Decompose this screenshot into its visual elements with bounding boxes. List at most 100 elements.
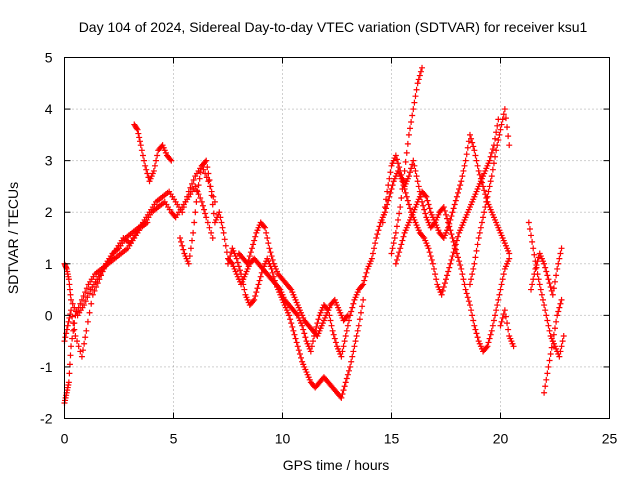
data-point [474, 334, 481, 341]
data-point [540, 296, 547, 303]
x-tick-label: 25 [602, 431, 618, 447]
data-point [257, 273, 264, 280]
data-point [263, 229, 270, 236]
data-point [531, 251, 538, 258]
data-point [217, 214, 224, 221]
data-point [291, 331, 298, 338]
data-point [412, 167, 419, 174]
data-point [363, 269, 370, 276]
data-series [131, 121, 175, 185]
data-point [77, 348, 84, 355]
data-point [327, 317, 334, 324]
data-point [558, 245, 565, 252]
data-series [466, 106, 513, 288]
data-point [154, 152, 161, 159]
data-point [494, 142, 501, 149]
data-point [425, 245, 432, 252]
data-point [361, 277, 368, 284]
data-point [410, 157, 417, 164]
data-point [67, 291, 74, 298]
data-point [209, 235, 216, 241]
data-point [295, 347, 302, 354]
data-point [299, 322, 306, 329]
data-series [61, 183, 216, 360]
x-tick-label: 10 [275, 431, 291, 447]
data-point [500, 271, 507, 278]
data-point [331, 335, 338, 342]
data-point [167, 156, 174, 163]
data-point [407, 169, 414, 176]
data-point [347, 363, 354, 370]
data-point [460, 276, 467, 283]
data-point [547, 351, 554, 358]
data-point [474, 162, 481, 169]
data-point [288, 320, 295, 327]
data-point [505, 326, 512, 333]
data-point [506, 142, 513, 149]
data-point [190, 229, 197, 236]
x-tick-label: 20 [493, 431, 509, 447]
data-point [426, 249, 433, 256]
data-point [538, 291, 545, 298]
data-point [493, 147, 500, 154]
data-point [293, 339, 300, 346]
data-point [197, 195, 204, 202]
data-point [530, 276, 537, 283]
data-point [438, 291, 445, 298]
data-point [530, 245, 537, 252]
data-point [349, 353, 356, 360]
data-point [359, 303, 366, 310]
data-point [415, 76, 422, 83]
data-point [449, 253, 456, 260]
data-point [407, 205, 414, 212]
data-point [266, 245, 273, 252]
data-point [502, 115, 509, 122]
data-point [190, 176, 197, 183]
y-tick-label: 3 [45, 153, 53, 169]
data-point [142, 162, 149, 169]
data-point [251, 296, 258, 303]
data-point [206, 176, 213, 183]
data-point [66, 361, 73, 368]
data-point [423, 193, 430, 200]
data-point [553, 272, 560, 279]
data-point [69, 313, 76, 320]
data-point [470, 317, 477, 324]
data-point [412, 93, 419, 100]
data-point [486, 335, 493, 342]
data-point [253, 289, 260, 296]
data-point [404, 197, 411, 204]
data-point [379, 219, 386, 226]
data-point [350, 300, 357, 307]
data-point [235, 263, 242, 270]
x-tick-label: 0 [61, 431, 69, 447]
data-point [494, 122, 501, 129]
data-point [344, 322, 351, 329]
data-point [450, 205, 457, 212]
data-point [84, 294, 91, 301]
data-point [82, 298, 89, 305]
data-point [153, 157, 160, 164]
data-point [387, 189, 394, 196]
data-point [457, 262, 464, 269]
data-point [330, 331, 337, 338]
data-point [310, 338, 317, 345]
data-point [425, 201, 432, 208]
data-point [399, 175, 406, 182]
y-tick-label: -2 [40, 411, 53, 427]
data-point [185, 188, 192, 195]
data-point [557, 348, 564, 355]
data-point [290, 327, 297, 334]
data-point [227, 253, 234, 260]
data-point [392, 260, 399, 267]
data-point [89, 291, 96, 298]
data-point [68, 343, 75, 350]
data-point [458, 178, 465, 185]
data-point [351, 343, 358, 350]
data-point [483, 344, 490, 351]
data-point [139, 152, 146, 159]
data-point [426, 205, 433, 212]
data-point [328, 322, 335, 329]
data-point [209, 201, 216, 208]
